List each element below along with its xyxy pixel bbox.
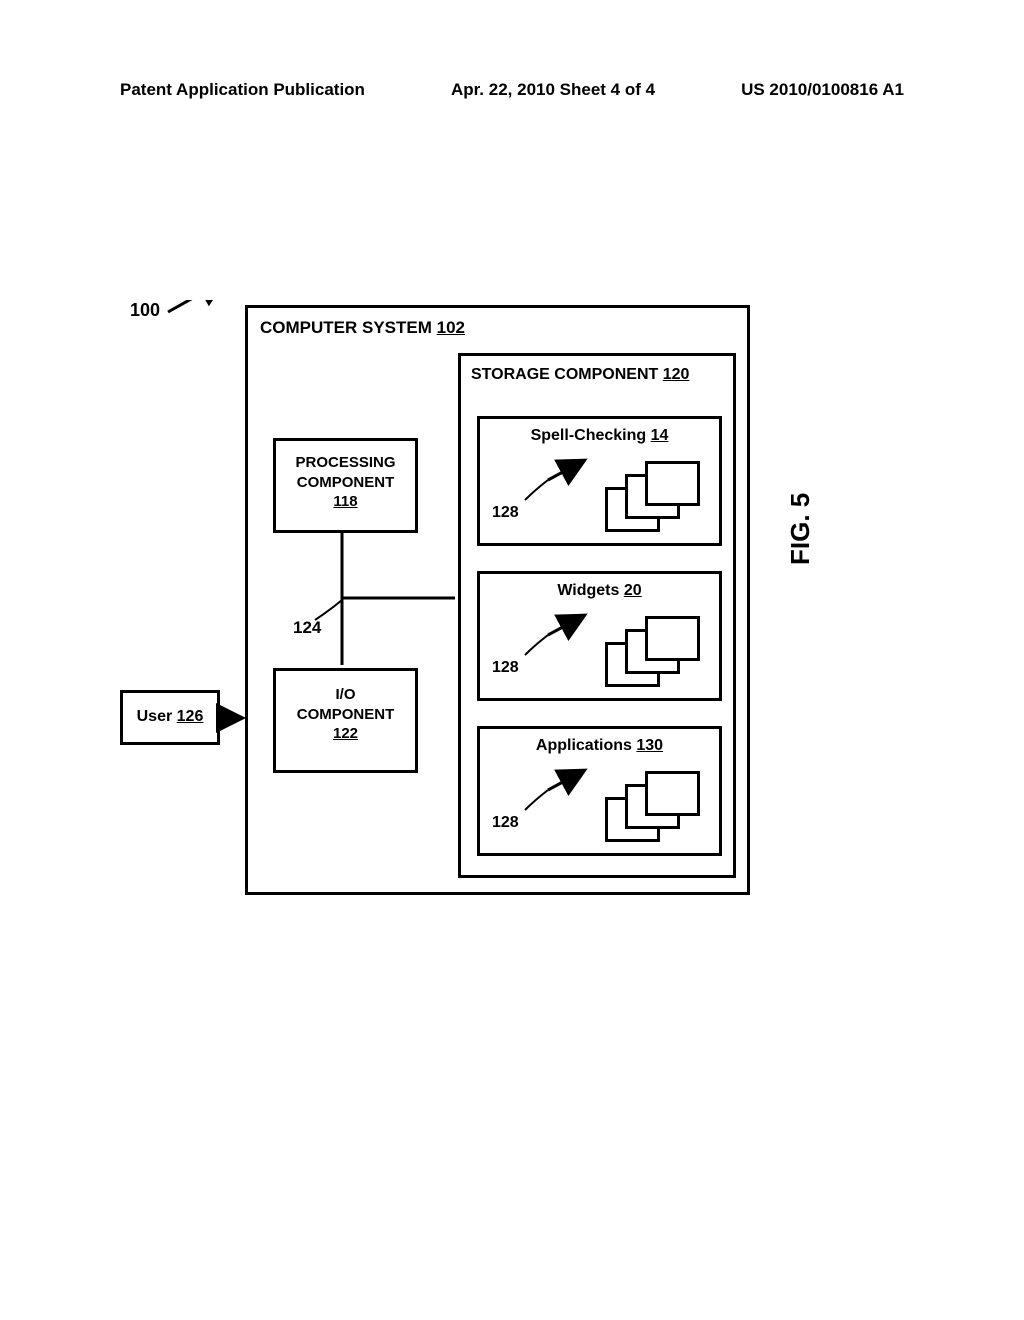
header-center: Apr. 22, 2010 Sheet 4 of 4 [451, 80, 655, 100]
storage-title: STORAGE COMPONENT 120 [471, 366, 689, 384]
module-applications: Applications 130 128 [477, 726, 722, 856]
processing-component-box: PROCESSING COMPONENT 118 [273, 438, 418, 533]
cs-label: COMPUTER SYSTEM [260, 318, 432, 337]
io-l1: I/O [335, 686, 355, 703]
user-label: User [137, 708, 173, 725]
figure-5: 100 [130, 300, 770, 920]
computer-system-title: COMPUTER SYSTEM 102 [260, 318, 465, 338]
stacked-boxes-icon [605, 616, 700, 691]
ref-100: 100 [130, 300, 160, 321]
computer-system-box: COMPUTER SYSTEM 102 PROCESSING COMPONENT… [245, 305, 750, 895]
mod0-num: 14 [651, 427, 669, 444]
cs-num: 102 [437, 318, 465, 337]
module-title: Widgets 20 [480, 582, 719, 600]
page-header: Patent Application Publication Apr. 22, … [120, 80, 904, 100]
processing-l1: PROCESSING [295, 454, 395, 471]
mod2-label: Applications [536, 737, 632, 754]
storage-label: STORAGE COMPONENT [471, 366, 658, 383]
stacked-boxes-icon [605, 461, 700, 536]
bus-label-124: 124 [293, 618, 321, 638]
header-right: US 2010/0100816 A1 [741, 80, 904, 100]
mod0-label: Spell-Checking [531, 427, 647, 444]
storage-component-box: STORAGE COMPONENT 120 Spell-Checking 14 … [458, 353, 736, 878]
io-l2: COMPONENT [297, 706, 395, 723]
ref-128: 128 [492, 659, 519, 677]
module-spellchecking: Spell-Checking 14 128 [477, 416, 722, 546]
io-num: 122 [333, 725, 358, 742]
mod1-label: Widgets [557, 582, 619, 599]
ref-128: 128 [492, 504, 519, 522]
io-component-box: I/O COMPONENT 122 [273, 668, 418, 773]
mod1-num: 20 [624, 582, 642, 599]
header-left: Patent Application Publication [120, 80, 365, 100]
storage-num: 120 [663, 366, 690, 383]
processing-num: 118 [333, 493, 357, 510]
ref-128: 128 [492, 814, 519, 832]
module-title: Spell-Checking 14 [480, 427, 719, 445]
module-title: Applications 130 [480, 737, 719, 755]
processing-l2: COMPONENT [297, 474, 395, 491]
figure-label: FIG. 5 [785, 493, 816, 565]
page: Patent Application Publication Apr. 22, … [0, 0, 1024, 1320]
user-num: 126 [177, 708, 204, 725]
module-widgets: Widgets 20 128 [477, 571, 722, 701]
user-box: User 126 [120, 690, 220, 745]
mod2-num: 130 [636, 737, 663, 754]
stacked-boxes-icon [605, 771, 700, 846]
